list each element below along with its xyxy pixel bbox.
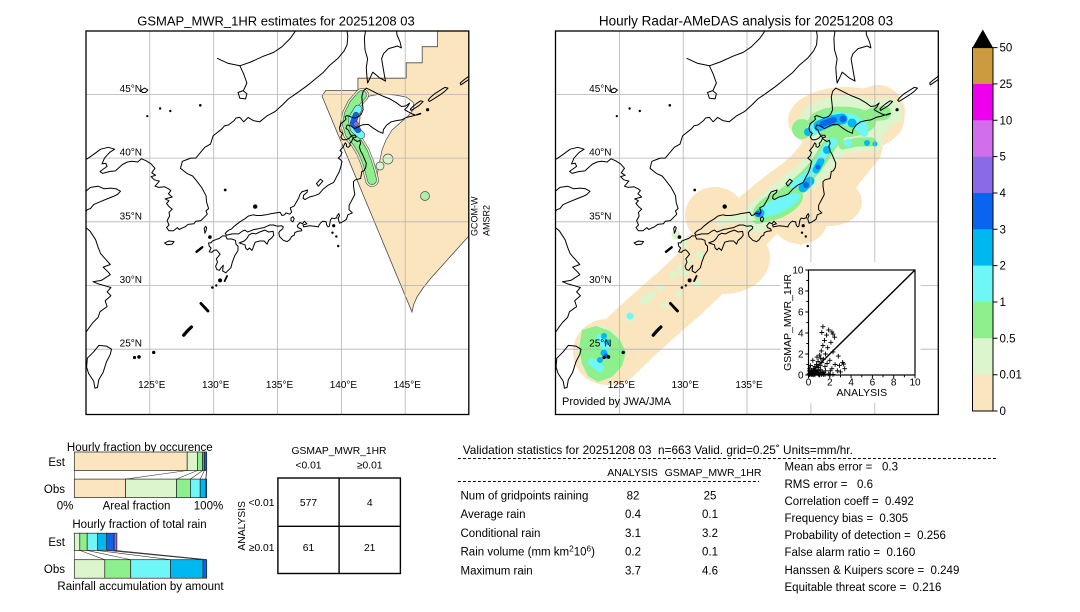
svg-text:3.2: 3.2: [702, 528, 718, 540]
svg-text:Rainfall accumulation by amoun: Rainfall accumulation by amount: [57, 581, 224, 593]
svg-text:10: 10: [792, 266, 804, 277]
svg-text:0: 0: [1000, 406, 1006, 418]
svg-text:Equitable threat score = 0.21: Equitable threat score = 0.216: [785, 582, 942, 594]
svg-text:Provided by JWA/JMA: Provided by JWA/JMA: [562, 396, 672, 408]
svg-text:140°E: 140°E: [330, 380, 358, 391]
svg-text:ANALYSIS: ANALYSIS: [607, 467, 658, 479]
svg-text:Correlation coeff = 0.492: Correlation coeff = 0.492: [785, 496, 914, 508]
svg-text:GSMAP_MWR_1HR: GSMAP_MWR_1HR: [665, 467, 762, 479]
svg-text:6: 6: [870, 378, 876, 389]
svg-text:Obs: Obs: [44, 484, 65, 496]
svg-text:25: 25: [1000, 79, 1013, 91]
svg-text:4: 4: [1000, 188, 1007, 200]
svg-text:Average rain: Average rain: [461, 509, 526, 521]
svg-text:1: 1: [1000, 297, 1006, 309]
svg-text:Num of gridpoints raining: Num of gridpoints raining: [461, 491, 589, 503]
svg-text:100%: 100%: [194, 501, 223, 513]
svg-text:≥0.01: ≥0.01: [249, 543, 275, 554]
svg-text:Frequency bias = 0.305: Frequency bias = 0.305: [785, 513, 909, 525]
svg-text:Est: Est: [48, 457, 65, 469]
svg-text:GCOM-W: GCOM-W: [470, 196, 480, 236]
svg-text:50: 50: [1000, 43, 1013, 55]
svg-text:3: 3: [1000, 224, 1006, 236]
svg-text:35°N: 35°N: [589, 211, 611, 222]
svg-text:125°E: 125°E: [138, 380, 166, 391]
svg-text:2: 2: [827, 378, 833, 389]
svg-text:25°N: 25°N: [589, 339, 611, 350]
svg-text:21: 21: [364, 543, 376, 554]
svg-text:125°E: 125°E: [608, 380, 636, 391]
svg-text:0: 0: [798, 371, 804, 382]
svg-text:61: 61: [303, 543, 315, 554]
svg-text:4: 4: [367, 498, 373, 509]
svg-text:GSMAP_MWR_1HR: GSMAP_MWR_1HR: [292, 446, 387, 457]
svg-text:45°N: 45°N: [120, 84, 142, 95]
svg-text:4: 4: [848, 378, 854, 389]
svg-text:Validation statistics for 2025: Validation statistics for 20251208 03 n=…: [463, 443, 853, 457]
svg-text:145°E: 145°E: [394, 380, 422, 391]
svg-text:8: 8: [798, 287, 804, 298]
svg-text:Rain volume (mm km2106): Rain volume (mm km2106): [461, 545, 596, 559]
svg-text:40°N: 40°N: [120, 148, 142, 159]
svg-text:0.01: 0.01: [1000, 370, 1022, 382]
svg-text:10: 10: [1000, 115, 1013, 127]
svg-text:10: 10: [909, 378, 921, 389]
svg-text:4: 4: [798, 329, 804, 340]
svg-text:ANALYSIS: ANALYSIS: [837, 387, 888, 399]
svg-text:5: 5: [1000, 152, 1006, 164]
svg-text:30°N: 30°N: [589, 275, 611, 286]
svg-text:25: 25: [704, 491, 717, 503]
svg-text:Maximum rain: Maximum rain: [461, 566, 533, 578]
svg-text:Mean abs error = 0.3: Mean abs error = 0.3: [785, 462, 898, 474]
svg-text:Areal fraction: Areal fraction: [103, 501, 171, 513]
svg-text:Obs: Obs: [44, 564, 65, 576]
svg-text:Hanssen & Kuipers score = 0.2: Hanssen & Kuipers score = 0.249: [785, 565, 960, 577]
svg-text:Hourly fraction of total rain: Hourly fraction of total rain: [72, 519, 206, 531]
svg-text:Est: Est: [48, 537, 65, 549]
svg-text:0.1: 0.1: [702, 547, 718, 559]
svg-text:False alarm ratio = 0.160: False alarm ratio = 0.160: [785, 547, 916, 559]
svg-text:Hourly fraction by occurence: Hourly fraction by occurence: [67, 442, 213, 454]
svg-text:0%: 0%: [57, 501, 74, 513]
svg-text:82: 82: [627, 491, 640, 503]
svg-text:0: 0: [806, 378, 812, 389]
svg-text:Hourly Radar-AMeDAS analysis f: Hourly Radar-AMeDAS analysis for 2025120…: [599, 14, 893, 29]
svg-text:0.1: 0.1: [702, 509, 718, 521]
svg-text:≥0.01: ≥0.01: [357, 461, 383, 472]
svg-text:130°E: 130°E: [202, 380, 230, 391]
svg-text:4.6: 4.6: [702, 566, 718, 578]
svg-text:<0.01: <0.01: [295, 461, 321, 472]
svg-text:ANALYSIS: ANALYSIS: [237, 501, 248, 551]
svg-text:AMSR2: AMSR2: [482, 205, 492, 236]
svg-text:6: 6: [798, 308, 804, 319]
svg-text:<0.01: <0.01: [248, 498, 274, 509]
svg-text:2: 2: [1000, 261, 1006, 273]
svg-text:GSMAP_MWR_1HR: GSMAP_MWR_1HR: [782, 274, 794, 371]
svg-text:577: 577: [300, 498, 317, 509]
svg-text:RMS error = 0.6: RMS error = 0.6: [785, 479, 874, 491]
svg-text:2: 2: [798, 350, 804, 361]
svg-text:30°N: 30°N: [120, 275, 142, 286]
svg-text:3.1: 3.1: [625, 528, 641, 540]
svg-text:0.5: 0.5: [1000, 333, 1016, 345]
svg-text:35°N: 35°N: [120, 211, 142, 222]
svg-text:8: 8: [891, 378, 897, 389]
svg-text:25°N: 25°N: [120, 339, 142, 350]
svg-text:Conditional rain: Conditional rain: [461, 528, 541, 540]
svg-text:135°E: 135°E: [266, 380, 294, 391]
svg-text:Probability of detection = 0.: Probability of detection = 0.256: [785, 530, 946, 542]
svg-text:40°N: 40°N: [589, 148, 611, 159]
svg-text:135°E: 135°E: [735, 380, 763, 391]
svg-text:GSMAP_MWR_1HR estimates for 20: GSMAP_MWR_1HR estimates for 20251208 03: [137, 14, 414, 29]
svg-text:0.4: 0.4: [625, 509, 642, 521]
svg-text:0.2: 0.2: [625, 547, 641, 559]
svg-text:130°E: 130°E: [672, 380, 700, 391]
svg-text:3.7: 3.7: [625, 566, 641, 578]
svg-text:45°N: 45°N: [589, 84, 611, 95]
